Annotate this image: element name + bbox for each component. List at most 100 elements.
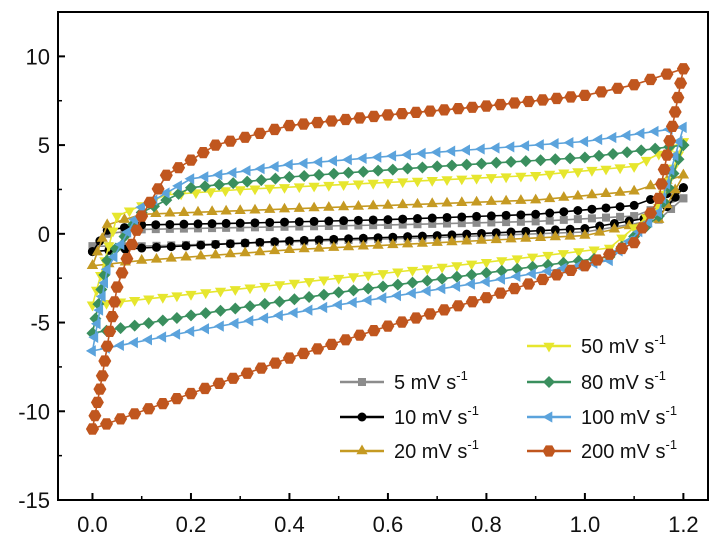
- series-5-marker: [386, 163, 399, 176]
- series-1-marker: [630, 212, 639, 221]
- series-1-marker: [354, 221, 363, 230]
- series-7-marker: [522, 95, 536, 108]
- series-7-group: [86, 63, 690, 435]
- series-3-marker: [431, 236, 443, 246]
- series-7-marker: [409, 312, 423, 324]
- series-4-marker: [107, 227, 119, 238]
- series-3-marker: [669, 183, 681, 194]
- series-4-marker: [511, 255, 523, 266]
- series-4-marker: [103, 242, 115, 253]
- series-7-marker: [93, 383, 107, 395]
- series-3-marker: [594, 225, 606, 236]
- series-6-marker: [548, 138, 559, 150]
- series-7-marker: [550, 92, 564, 105]
- series-7-marker: [98, 355, 112, 367]
- series-7-marker: [437, 304, 451, 316]
- legend-label: 10 mV s-1: [394, 403, 479, 429]
- series-7-marker: [652, 192, 666, 204]
- series-3-marker: [367, 199, 379, 210]
- series-1-marker: [295, 222, 304, 231]
- series-7-marker: [151, 183, 165, 195]
- series-5-marker: [416, 161, 429, 174]
- series-4-marker: [259, 282, 271, 293]
- series-5-marker: [142, 317, 155, 330]
- series-2-marker: [417, 231, 427, 241]
- series-3-marker: [579, 229, 591, 239]
- series-3-marker: [490, 233, 502, 244]
- series-3-marker: [441, 196, 453, 207]
- series-5-marker: [172, 187, 185, 200]
- series-5-marker: [288, 293, 301, 306]
- series-2-marker: [580, 223, 590, 233]
- series-1-marker: [339, 221, 348, 230]
- series-3-marker: [614, 186, 626, 196]
- series-6-marker: [606, 131, 617, 144]
- plot-curves: [86, 63, 690, 435]
- series-4-marker: [397, 178, 409, 189]
- series-2-marker: [358, 233, 368, 243]
- series-6-marker: [668, 150, 679, 162]
- series-2-marker: [565, 224, 575, 234]
- series-5-marker: [298, 170, 311, 182]
- series-5-marker: [156, 314, 169, 327]
- series-2-marker: [531, 209, 541, 219]
- series-7-marker: [564, 91, 578, 103]
- legend-entry-4: 50 mV s-1: [527, 332, 666, 358]
- series-1-marker: [398, 220, 407, 229]
- series-5-marker: [313, 168, 325, 181]
- series-6-marker: [634, 127, 645, 140]
- series-7-marker: [508, 97, 521, 109]
- series-1-marker: [280, 222, 289, 231]
- plot-frame: [57, 11, 709, 501]
- series-7-marker: [223, 135, 237, 147]
- series-5-marker: [227, 177, 240, 190]
- legend-label: 20 mV s-1: [394, 437, 479, 463]
- series-6-marker: [135, 201, 145, 213]
- series-6-marker: [287, 307, 298, 319]
- series-4-marker: [515, 172, 527, 183]
- series-1-marker: [369, 221, 378, 230]
- series-5-marker: [450, 270, 463, 283]
- series-7-marker: [367, 110, 381, 123]
- series-7-marker: [465, 296, 479, 308]
- series-1-marker: [573, 215, 582, 224]
- series-5-marker: [495, 264, 508, 277]
- legend-entry-5: 80 mV s-1: [527, 368, 666, 394]
- legend-label-text: 5 mV s: [394, 372, 456, 394]
- series-3-marker: [485, 195, 497, 205]
- series-3-marker: [192, 205, 204, 216]
- series-3-marker: [328, 241, 340, 251]
- series-6-marker: [243, 315, 254, 327]
- series-1-marker: [265, 223, 274, 232]
- series-3-marker: [136, 253, 148, 264]
- series-6-marker: [107, 251, 118, 263]
- series-2-marker: [383, 215, 393, 225]
- series-7-marker: [184, 387, 198, 400]
- series-2-marker: [536, 226, 546, 236]
- series-6-marker: [226, 167, 237, 179]
- series-3-marker: [446, 235, 458, 246]
- series-7-marker: [657, 163, 671, 176]
- series-3-marker: [239, 246, 251, 257]
- series-6-marker: [282, 159, 293, 171]
- series-3-marker: [628, 184, 640, 195]
- series-1-marker: [559, 215, 568, 224]
- series-7-marker: [590, 254, 604, 266]
- series-2-marker: [403, 232, 413, 242]
- legend: 5 mV s-110 mV s-120 mV s-150 mV s-180 mV…: [340, 332, 677, 463]
- series-3-marker: [206, 205, 218, 215]
- series-7-marker: [423, 308, 437, 320]
- series-1-marker: [679, 194, 688, 203]
- series-2-marker: [344, 234, 354, 244]
- series-4-marker: [614, 164, 626, 175]
- series-5-marker: [635, 144, 648, 157]
- series-6-marker: [347, 296, 357, 309]
- series-4-marker: [129, 297, 141, 307]
- series-3-marker: [387, 238, 399, 249]
- series-4-marker: [157, 293, 169, 304]
- series-5-marker: [283, 171, 296, 183]
- series-7-marker: [268, 123, 282, 136]
- series-6-marker: [672, 135, 683, 148]
- series-7-marker: [665, 120, 679, 132]
- series-2-marker: [265, 217, 275, 227]
